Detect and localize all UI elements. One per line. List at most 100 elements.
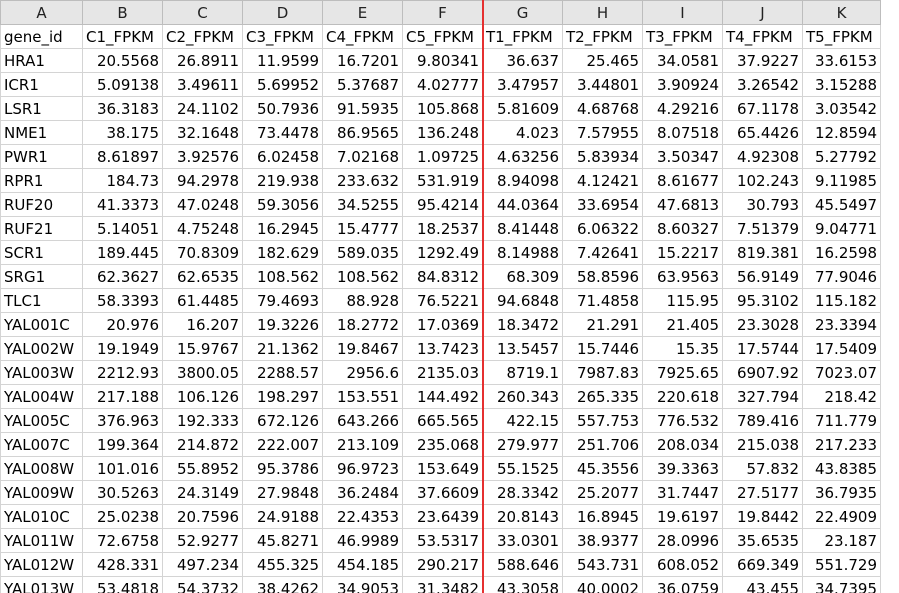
cell-c14[interactable]: 15.9767 (162, 336, 243, 361)
cell-f7[interactable]: 531.919 (402, 168, 483, 193)
cell-j14[interactable]: 17.5744 (722, 336, 803, 361)
cell-e18[interactable]: 213.109 (322, 432, 403, 457)
column-header-g[interactable]: G (482, 0, 563, 25)
cell-g7[interactable]: 8.94098 (482, 168, 563, 193)
cell-c8[interactable]: 47.0248 (162, 192, 243, 217)
cell-h21[interactable]: 16.8945 (562, 504, 643, 529)
cell-h10[interactable]: 7.42641 (562, 240, 643, 265)
cell-b9[interactable]: 5.14051 (82, 216, 163, 241)
cell-e23[interactable]: 454.185 (322, 552, 403, 577)
cell-d8[interactable]: 59.3056 (242, 192, 323, 217)
cell-j19[interactable]: 57.832 (722, 456, 803, 481)
cell-d6[interactable]: 6.02458 (242, 144, 323, 169)
cell-g19[interactable]: 55.1525 (482, 456, 563, 481)
cell-b3[interactable]: 5.09138 (82, 72, 163, 97)
cell-e9[interactable]: 15.4777 (322, 216, 403, 241)
cell-d14[interactable]: 21.1362 (242, 336, 323, 361)
cell-k10[interactable]: 16.2598 (802, 240, 881, 265)
column-header-k[interactable]: K (802, 0, 881, 25)
cell-j18[interactable]: 215.038 (722, 432, 803, 457)
cell-e6[interactable]: 7.02168 (322, 144, 403, 169)
cell-i10[interactable]: 15.2217 (642, 240, 723, 265)
cell-e24[interactable]: 34.9053 (322, 576, 403, 593)
cell-k19[interactable]: 43.8385 (802, 456, 881, 481)
cell-i13[interactable]: 21.405 (642, 312, 723, 337)
cell-e13[interactable]: 18.2772 (322, 312, 403, 337)
cell-b1[interactable]: C1_FPKM (82, 24, 163, 49)
cell-h8[interactable]: 33.6954 (562, 192, 643, 217)
cell-d7[interactable]: 219.938 (242, 168, 323, 193)
cell-a8[interactable]: RUF20 (0, 192, 83, 217)
cell-a20[interactable]: YAL009W (0, 480, 83, 505)
cell-i16[interactable]: 220.618 (642, 384, 723, 409)
cell-k16[interactable]: 218.42 (802, 384, 881, 409)
cell-e3[interactable]: 5.37687 (322, 72, 403, 97)
cell-b14[interactable]: 19.1949 (82, 336, 163, 361)
cell-d5[interactable]: 73.4478 (242, 120, 323, 145)
cell-f6[interactable]: 1.09725 (402, 144, 483, 169)
column-header-e[interactable]: E (322, 0, 403, 25)
cell-f20[interactable]: 37.6609 (402, 480, 483, 505)
cell-c18[interactable]: 214.872 (162, 432, 243, 457)
cell-e5[interactable]: 86.9565 (322, 120, 403, 145)
cell-j20[interactable]: 27.5177 (722, 480, 803, 505)
cell-d16[interactable]: 198.297 (242, 384, 323, 409)
cell-a22[interactable]: YAL011W (0, 528, 83, 553)
cell-g1[interactable]: T1_FPKM (482, 24, 563, 49)
cell-a24[interactable]: YAL013W (0, 576, 83, 593)
cell-b18[interactable]: 199.364 (82, 432, 163, 457)
column-header-a[interactable]: A (0, 0, 83, 25)
cell-a13[interactable]: YAL001C (0, 312, 83, 337)
cell-f10[interactable]: 1292.49 (402, 240, 483, 265)
cell-c22[interactable]: 52.9277 (162, 528, 243, 553)
cell-k13[interactable]: 23.3394 (802, 312, 881, 337)
cell-e20[interactable]: 36.2484 (322, 480, 403, 505)
cell-c10[interactable]: 70.8309 (162, 240, 243, 265)
cell-k6[interactable]: 5.27792 (802, 144, 881, 169)
cell-d3[interactable]: 5.69952 (242, 72, 323, 97)
cell-d11[interactable]: 108.562 (242, 264, 323, 289)
cell-k3[interactable]: 3.15288 (802, 72, 881, 97)
cell-k23[interactable]: 551.729 (802, 552, 881, 577)
cell-g16[interactable]: 260.343 (482, 384, 563, 409)
cell-j23[interactable]: 669.349 (722, 552, 803, 577)
cell-k11[interactable]: 77.9046 (802, 264, 881, 289)
cell-a14[interactable]: YAL002W (0, 336, 83, 361)
cell-c1[interactable]: C2_FPKM (162, 24, 243, 49)
cell-g14[interactable]: 13.5457 (482, 336, 563, 361)
cell-g20[interactable]: 28.3342 (482, 480, 563, 505)
cell-c2[interactable]: 26.8911 (162, 48, 243, 73)
cell-a16[interactable]: YAL004W (0, 384, 83, 409)
cell-h24[interactable]: 40.0002 (562, 576, 643, 593)
cell-a5[interactable]: NME1 (0, 120, 83, 145)
cell-g5[interactable]: 4.023 (482, 120, 563, 145)
cell-a2[interactable]: HRA1 (0, 48, 83, 73)
cell-e7[interactable]: 233.632 (322, 168, 403, 193)
cell-h13[interactable]: 21.291 (562, 312, 643, 337)
cell-i22[interactable]: 28.0996 (642, 528, 723, 553)
cell-g6[interactable]: 4.63256 (482, 144, 563, 169)
cell-k18[interactable]: 217.233 (802, 432, 881, 457)
cell-k15[interactable]: 7023.07 (802, 360, 881, 385)
cell-i11[interactable]: 63.9563 (642, 264, 723, 289)
cell-f1[interactable]: C5_FPKM (402, 24, 483, 49)
cell-d18[interactable]: 222.007 (242, 432, 323, 457)
cell-d13[interactable]: 19.3226 (242, 312, 323, 337)
cell-h12[interactable]: 71.4858 (562, 288, 643, 313)
cell-h19[interactable]: 45.3556 (562, 456, 643, 481)
column-header-j[interactable]: J (722, 0, 803, 25)
cell-f8[interactable]: 95.4214 (402, 192, 483, 217)
cell-g17[interactable]: 422.15 (482, 408, 563, 433)
cell-i19[interactable]: 39.3363 (642, 456, 723, 481)
cell-c17[interactable]: 192.333 (162, 408, 243, 433)
cell-h17[interactable]: 557.753 (562, 408, 643, 433)
cell-e21[interactable]: 22.4353 (322, 504, 403, 529)
cell-k22[interactable]: 23.187 (802, 528, 881, 553)
cell-k4[interactable]: 3.03542 (802, 96, 881, 121)
cell-c23[interactable]: 497.234 (162, 552, 243, 577)
cell-e17[interactable]: 643.266 (322, 408, 403, 433)
cell-f4[interactable]: 105.868 (402, 96, 483, 121)
cell-e4[interactable]: 91.5935 (322, 96, 403, 121)
cell-e11[interactable]: 108.562 (322, 264, 403, 289)
cell-g9[interactable]: 8.41448 (482, 216, 563, 241)
